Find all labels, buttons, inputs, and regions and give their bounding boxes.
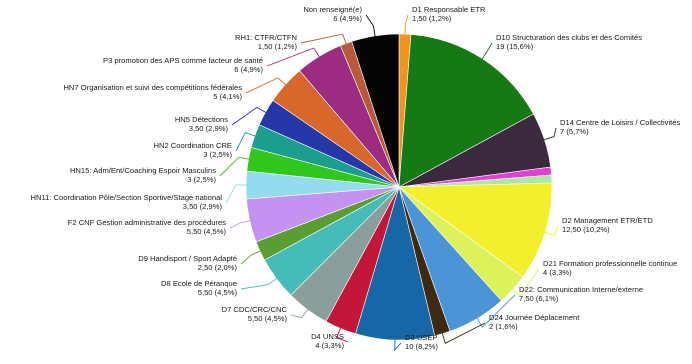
slice-value-7: 7,50 (6,1%) (519, 294, 559, 303)
slice-label-10: D4 UNSS (311, 332, 344, 341)
slice-label-2: D14 Centre de Loisirs / Collectivités (560, 118, 680, 127)
leader-line-14 (229, 219, 253, 229)
leader-line-1 (480, 42, 493, 62)
slice-label-12: D8 Ecole de Pétanque (161, 279, 237, 288)
slice-label-18: HN5 Détections (175, 115, 228, 124)
leader-line-7 (475, 294, 516, 328)
slice-label-17: HN2 Coordination CRE (153, 141, 232, 150)
slice-label-22: Non renseigné(e) (303, 5, 362, 14)
slice-value-5: 12,50 (10,2%) (562, 225, 610, 234)
leader-line-15 (225, 184, 250, 204)
leader-line-18 (231, 106, 269, 126)
slice-value-9: 10 (8,2%) (405, 342, 438, 351)
slice-label-8: D24 Journée Déplacement (489, 313, 580, 322)
slice-label-15: HN11: Coordination Pôle/Section Sportive… (30, 193, 222, 202)
slice-value-14: 5,50 (4,5%) (187, 227, 227, 236)
slice-label-14: F2 CNF Gestion administrative des procéd… (68, 218, 226, 227)
slice-value-18: 3,50 (2,9%) (189, 124, 229, 133)
slice-value-17: 3 (2,5%) (203, 150, 232, 159)
slice-value-22: 6 (4,9%) (333, 14, 362, 23)
slice-value-0: 1,50 (1,2%) (412, 14, 452, 23)
slice-value-6: 4 (3,3%) (543, 268, 572, 277)
leader-line-6 (510, 268, 540, 297)
leader-line-21 (300, 33, 348, 47)
slice-label-13: D9 Handisport / Sport Adapté (138, 254, 237, 263)
slice-label-5: D2 Management ETR/ETD (562, 216, 653, 225)
slice-value-21: 1,50 (1,2%) (258, 42, 298, 51)
slice-value-15: 3,50 (2,9%) (183, 202, 223, 211)
leader-line-12 (240, 276, 280, 290)
slice-label-16: HN15: Adm/Ent/Coaching Espoir Masculins (70, 166, 216, 175)
slice-label-21: RH1: CTFR/CTFN (235, 33, 297, 42)
slice-value-11: 5,50 (4,5%) (248, 314, 288, 323)
slice-label-7: D22: Communication Interne/externe (519, 285, 643, 294)
slice-label-0: D1 Responsable ETR (412, 5, 486, 14)
slice-value-19: 5 (4,1%) (213, 92, 242, 101)
leader-line-5 (542, 225, 559, 236)
slice-value-20: 6 (4,9%) (234, 65, 263, 74)
leader-line-13 (240, 249, 263, 265)
leader-line-10 (336, 325, 349, 343)
leader-line-11 (290, 306, 310, 319)
slice-value-12: 5,50 (4,5%) (198, 288, 238, 297)
slice-value-1: 19 (15,6%) (496, 42, 534, 51)
slice-value-8: 2 (1,6%) (489, 322, 518, 331)
leader-line-20 (266, 47, 321, 67)
slice-value-16: 3 (2,5%) (187, 175, 216, 184)
leader-line-17 (235, 132, 258, 152)
slice-label-11: D7 CDC/CRC/CNC (222, 305, 288, 314)
leader-line-2 (541, 127, 557, 142)
leader-line-8 (441, 322, 486, 344)
slice-label-19: HN7 Organisation et suivi des compétitio… (63, 83, 242, 92)
leader-line-0 (404, 14, 409, 38)
slice-label-9: D3 USEP (405, 333, 438, 342)
slice-value-2: 7 (5,7%) (560, 127, 589, 136)
leader-line-22 (365, 14, 376, 39)
slice-label-20: P3 promotion des APS comme facteur de sa… (103, 56, 263, 65)
slice-label-6: D21 Formation professionnelle continue (543, 259, 677, 268)
slice-value-10: 4 (3,3%) (315, 341, 344, 350)
leader-line-19 (245, 77, 288, 94)
slice-label-1: D10 Structuration des clubs et des Comit… (496, 33, 642, 42)
slice-value-13: 2,50 (2,0%) (198, 263, 238, 272)
leader-line-16 (219, 156, 252, 177)
leader-line-9 (394, 336, 402, 352)
